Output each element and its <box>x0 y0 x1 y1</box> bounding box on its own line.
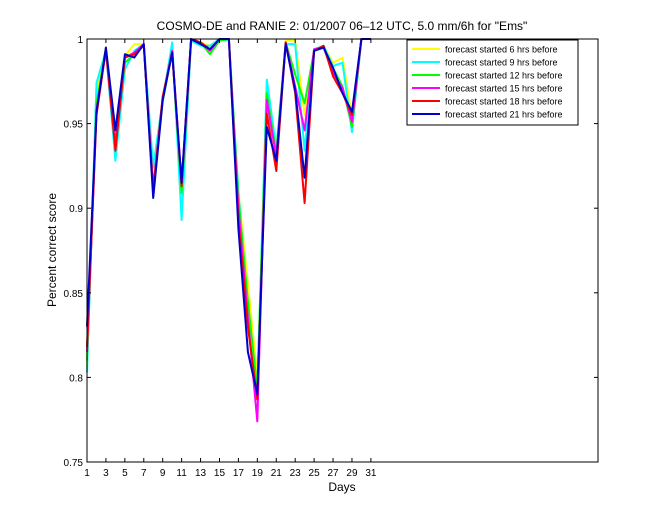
x-tick-label: 25 <box>309 468 321 479</box>
legend-label-3: forecast started 12 hrs before <box>445 71 563 81</box>
legend-label-6: forecast started 21 hrs before <box>445 110 563 120</box>
x-tick-label: 15 <box>214 468 226 479</box>
y-tick-label: 0.9 <box>69 204 83 215</box>
x-tick-label: 1 <box>84 468 90 479</box>
series-layer <box>86 38 371 423</box>
x-tick-label: 9 <box>160 468 166 479</box>
series-line-6 <box>86 38 371 396</box>
series-line-1 <box>86 38 371 379</box>
y-tick-label: 0.85 <box>64 289 84 300</box>
y-tick-label: 0.75 <box>64 458 84 469</box>
x-tick-label: 27 <box>327 468 339 479</box>
legend-label-1: forecast started 6 hrs before <box>445 45 558 55</box>
x-tick-label: 3 <box>103 468 109 479</box>
legend-label-4: forecast started 15 hrs before <box>445 84 563 94</box>
series-line-3 <box>86 38 371 391</box>
x-tick-label: 17 <box>233 468 245 479</box>
legend-label-2: forecast started 9 hrs before <box>445 58 558 68</box>
series-line-2 <box>86 38 371 391</box>
y-tick-label: 0.8 <box>69 373 83 384</box>
series-line-4 <box>86 38 371 423</box>
x-tick-label: 19 <box>252 468 264 479</box>
axes-layer: 1 3 5 7 9 11 13 15 17 19 21 23 25 27 29 310.750.80.850.… <box>64 35 598 479</box>
legend-label-5: forecast started 18 hrs before <box>445 97 563 107</box>
y-tick-label: 0.95 <box>64 120 84 131</box>
x-tick-label: 21 <box>271 468 283 479</box>
legend-box <box>406 39 579 126</box>
y-axis-label: Percent correct score <box>45 193 59 307</box>
y-tick-label: 1 <box>77 35 83 46</box>
series-line-5 <box>86 38 371 401</box>
x-axis-label: Days <box>328 480 355 494</box>
x-tick-label: 11 <box>176 468 187 479</box>
chart-title: COSMO-DE and RANIE 2: 01/2007 06–12 UTC,… <box>157 19 528 33</box>
x-tick-label: 13 <box>195 468 207 479</box>
legend: forecast started 6 hrs before forecast st… <box>406 39 579 126</box>
plot-frame <box>86 38 599 463</box>
x-tick-label: 31 <box>365 468 377 479</box>
x-tick-label: 29 <box>346 468 358 479</box>
x-tick-label: 7 <box>141 468 147 479</box>
x-tick-label: 23 <box>290 468 302 479</box>
x-tick-label: 5 <box>122 468 128 479</box>
